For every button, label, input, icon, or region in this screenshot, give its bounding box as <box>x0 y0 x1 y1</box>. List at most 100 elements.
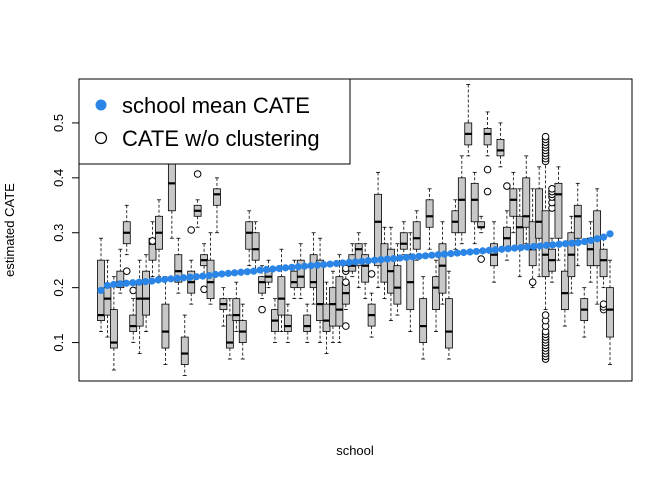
mean-point <box>211 270 220 279</box>
mean-point <box>587 236 595 245</box>
mean-point <box>358 257 366 265</box>
mean-point <box>370 256 379 264</box>
box-iqr <box>258 276 266 294</box>
mean-point <box>434 251 442 259</box>
mean-point <box>262 265 271 274</box>
mean-point <box>460 248 468 257</box>
box-iqr <box>116 270 125 289</box>
mean-point <box>479 247 487 255</box>
outlier-point <box>599 300 608 308</box>
mean-point <box>313 261 321 269</box>
box-item <box>586 221 595 283</box>
box-iqr <box>432 276 440 311</box>
box-iqr <box>225 314 234 349</box>
box-iqr <box>174 254 183 283</box>
box-item <box>560 243 569 327</box>
outlier-point <box>187 226 196 234</box>
box-item <box>438 221 447 305</box>
box-iqr <box>213 188 221 206</box>
mean-point <box>301 262 309 270</box>
box-iqr <box>509 188 518 217</box>
mean-point <box>466 248 474 256</box>
box-iqr <box>554 182 563 239</box>
mean-point <box>517 243 525 252</box>
box-item <box>155 199 163 278</box>
box-iqr <box>412 221 421 250</box>
mean-point <box>561 240 570 248</box>
mean-point <box>364 257 372 265</box>
mean-point <box>129 279 137 287</box>
mean-point <box>485 246 493 254</box>
box-item <box>432 259 440 332</box>
box-iqr <box>232 298 241 321</box>
box-item <box>303 303 312 343</box>
outlier-point <box>477 255 485 263</box>
box-item <box>174 237 183 294</box>
mean-point <box>402 253 410 262</box>
box-iqr <box>251 232 260 261</box>
box-iqr <box>606 287 614 338</box>
outlier-point <box>528 278 537 286</box>
box-item <box>393 243 402 316</box>
outlier-point <box>483 187 492 196</box>
mean-point <box>580 237 589 246</box>
mean-point <box>199 272 207 280</box>
y-tick-label: 0.4 <box>51 169 66 187</box>
box-item <box>470 171 479 245</box>
box-item <box>335 254 344 343</box>
outlier-point <box>258 305 266 314</box>
y-tick-label: 0.3 <box>51 224 66 242</box>
box-iqr <box>419 298 428 343</box>
box-item <box>483 111 492 196</box>
box-iqr <box>361 254 370 283</box>
box-iqr <box>535 188 544 239</box>
mean-point <box>415 252 423 260</box>
box-iqr <box>522 177 531 228</box>
mean-point <box>523 243 531 251</box>
outlier-point <box>122 267 131 275</box>
legend-label-outlier: CATE w/o clustering <box>122 126 320 151</box>
box-item <box>341 264 350 330</box>
outlier-point <box>148 237 157 245</box>
box-item <box>97 237 105 332</box>
mean-point <box>256 266 264 274</box>
box-iqr <box>322 303 331 332</box>
y-tick-label: 0.1 <box>51 334 66 352</box>
mean-point <box>345 258 353 266</box>
y-axis-label: estimated CATE <box>2 183 17 277</box>
mean-point <box>122 279 131 287</box>
mean-point <box>231 269 239 277</box>
box-item <box>573 182 582 267</box>
box-item <box>599 237 608 314</box>
box-item <box>122 204 131 275</box>
box-item <box>309 232 318 305</box>
mean-point <box>504 245 512 253</box>
legend-mean-marker <box>95 99 107 111</box>
box-item <box>142 254 151 332</box>
mean-point <box>491 246 500 254</box>
mean-point <box>218 270 226 278</box>
outlier-point <box>548 185 556 193</box>
mean-point <box>421 252 430 260</box>
box-iqr <box>206 259 215 300</box>
outlier-point <box>367 270 376 278</box>
outlier-point <box>503 182 511 190</box>
box-iqr <box>161 303 170 349</box>
box-iqr <box>374 193 382 267</box>
mean-point <box>320 260 328 269</box>
box-iqr <box>560 270 569 311</box>
box-item <box>187 226 196 305</box>
box-iqr <box>283 314 292 332</box>
mean-point <box>192 273 201 281</box>
legend-label-mean: school mean CATE <box>122 93 310 118</box>
mean-points-layer <box>97 230 614 294</box>
box-item <box>148 221 157 278</box>
box-iqr <box>290 270 299 289</box>
box-item <box>367 270 376 338</box>
box-item <box>490 221 498 283</box>
box-item <box>425 188 434 250</box>
box-item <box>548 185 556 283</box>
box-item <box>535 166 544 278</box>
legend-outlier-marker <box>94 131 108 145</box>
